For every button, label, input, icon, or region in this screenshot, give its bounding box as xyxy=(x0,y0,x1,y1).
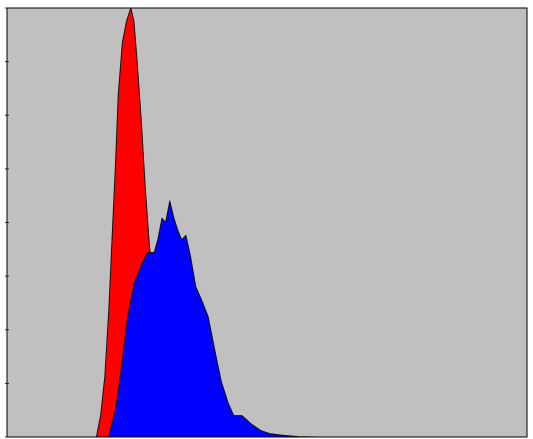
plot-frame xyxy=(6,7,528,438)
histogram-series-2 xyxy=(107,200,320,438)
series-layer xyxy=(95,7,320,438)
plot-area xyxy=(7,8,527,437)
